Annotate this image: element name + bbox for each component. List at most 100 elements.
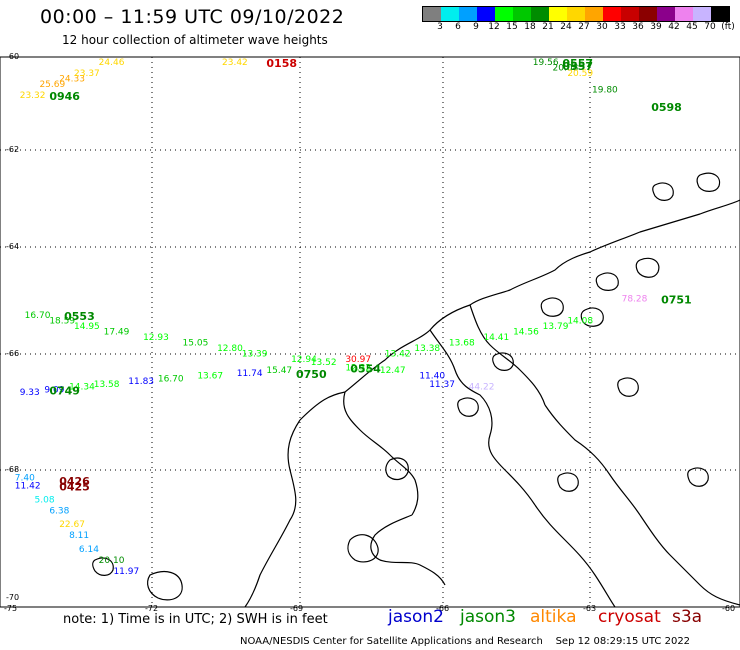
- wave-height-label: 13.52: [311, 358, 337, 368]
- colorbar-label: 70: [704, 22, 716, 32]
- colorbar-swatch: [459, 7, 477, 21]
- wave-height-label: 14.34: [69, 383, 95, 393]
- wave-height-label: 11.97: [113, 567, 139, 577]
- wave-height-label: 11.40: [419, 372, 445, 382]
- wave-height-label: 14.41: [483, 333, 509, 343]
- wave-height-label: 20.10: [99, 556, 125, 566]
- colorbar-label: 33: [614, 22, 626, 32]
- wave-height-label: 20.08: [553, 64, 579, 74]
- pass-time-label: 0750: [296, 368, 327, 381]
- wave-height-label: 16.70: [25, 311, 51, 321]
- pass-time-label: 0426: [59, 475, 90, 488]
- colorbar-swatch: [621, 7, 639, 21]
- colorbar-swatch: [513, 7, 531, 21]
- lat-label: -64: [6, 242, 20, 251]
- lon-label: -75: [4, 604, 18, 613]
- satellite-legend-s3a: s3a: [672, 607, 703, 627]
- wave-height-label: 20.59: [567, 69, 593, 79]
- wave-height-label: 12.32: [345, 363, 371, 373]
- footer-credit: NOAA/NESDIS Center for Satellite Applica…: [240, 636, 691, 647]
- colorbar-label: 39: [650, 22, 662, 32]
- wave-height-label: 14.56: [513, 328, 539, 338]
- pass-time-label: 0598: [651, 101, 682, 114]
- colorbar-swatch: [693, 7, 711, 21]
- satellite-legend-cryosat: cryosat: [598, 607, 661, 627]
- pass-time-label: 0425: [59, 481, 90, 494]
- wave-height-label: 16.70: [158, 374, 184, 384]
- colorbar-swatch: [477, 7, 495, 21]
- wave-height-label: 6.38: [49, 506, 69, 516]
- wave-height-label: 12.93: [143, 333, 169, 343]
- lon-label: -72: [145, 604, 159, 613]
- colorbar-label: 15: [506, 22, 518, 32]
- wave-height-label: 13.79: [543, 322, 569, 332]
- lat-label: -60: [6, 52, 20, 61]
- wave-height-label: 13.39: [242, 350, 268, 360]
- map-frame: [0, 56, 740, 608]
- lat-label: -68: [6, 465, 20, 474]
- wave-height-label: 14.95: [74, 322, 100, 332]
- colorbar-swatch: [603, 7, 621, 21]
- wave-height-label: 12.80: [217, 344, 243, 354]
- colorbar-label: 18: [524, 22, 536, 32]
- wave-height-label: 15.47: [266, 366, 292, 376]
- colorbar-label: 6: [455, 22, 461, 32]
- colorbar-swatch: [423, 7, 441, 21]
- satellite-legend-altika: altika: [530, 607, 577, 627]
- lon-label: -60: [722, 604, 736, 613]
- colorbar-label: 45: [686, 22, 698, 32]
- colorbar-label: 3: [437, 22, 443, 32]
- pass-time-label: 0553: [64, 310, 95, 323]
- wave-height-label: 78.28: [622, 295, 648, 305]
- note-text: note: 1) Time is in UTC; 2) SWH is in fe…: [63, 612, 328, 627]
- colorbar-label: (ft): [721, 22, 735, 32]
- wave-height-label: 23.37: [74, 69, 100, 79]
- pass-time-label: 0557: [562, 57, 593, 70]
- colorbar-swatch: [639, 7, 657, 21]
- lat-label: -66: [6, 349, 20, 358]
- lon-label: -63: [583, 604, 597, 613]
- colorbar-labels: 3 6 9 12 15 18 21 24 27 30 33 36 39 42 45 70 (ft): [422, 22, 740, 34]
- pass-time-label: 0751: [661, 294, 692, 307]
- wave-height-label: 19.56: [533, 58, 559, 68]
- graticule: [0, 57, 740, 607]
- colorbar-label: 9: [473, 22, 479, 32]
- wave-height-label: 6.14: [79, 545, 99, 555]
- pass-time-label: 0557: [562, 60, 593, 73]
- wave-height-label: 11.37: [429, 380, 455, 390]
- colorbar-label: 42: [668, 22, 680, 32]
- colorbar-swatch: [567, 7, 585, 21]
- wave-height-label: 23.42: [222, 58, 248, 68]
- colorbar-label: 21: [542, 22, 554, 32]
- wave-height-label: 11.74: [237, 369, 263, 379]
- wave-height-label: 11.83: [128, 377, 154, 387]
- colorbar-label: 12: [488, 22, 500, 32]
- pass-time-label: 0749: [49, 384, 80, 397]
- wave-height-label: 8.11: [69, 531, 89, 541]
- wave-height-label: 30.97: [345, 355, 371, 365]
- wave-height-label: 23.32: [20, 91, 46, 101]
- lon-label: -66: [436, 604, 450, 613]
- colorbar-swatch: [549, 7, 567, 21]
- colorbar-swatch: [711, 7, 729, 21]
- map-title: 00:00 – 11:59 UTC 09/10/2022: [40, 6, 345, 28]
- pass-time-label: 0946: [49, 90, 80, 103]
- wave-height-label: 5.08: [35, 495, 55, 505]
- colorbar-swatch: [585, 7, 603, 21]
- coastline: [92, 172, 740, 608]
- colorbar-label: 30: [596, 22, 608, 32]
- wave-height-label: 18.59: [49, 317, 75, 327]
- wave-height-label: 17.49: [104, 328, 130, 338]
- wave-height-label: 19.80: [592, 86, 618, 96]
- pass-time-label: 0158: [266, 57, 297, 70]
- lon-label: -69: [290, 604, 304, 613]
- colorbar-swatch: [495, 7, 513, 21]
- wave-height-label: 14.08: [567, 317, 593, 327]
- satellite-legend-jason2: jason2: [388, 607, 444, 627]
- colorbar-label: 24: [560, 22, 572, 32]
- colorbar-swatch: [531, 7, 549, 21]
